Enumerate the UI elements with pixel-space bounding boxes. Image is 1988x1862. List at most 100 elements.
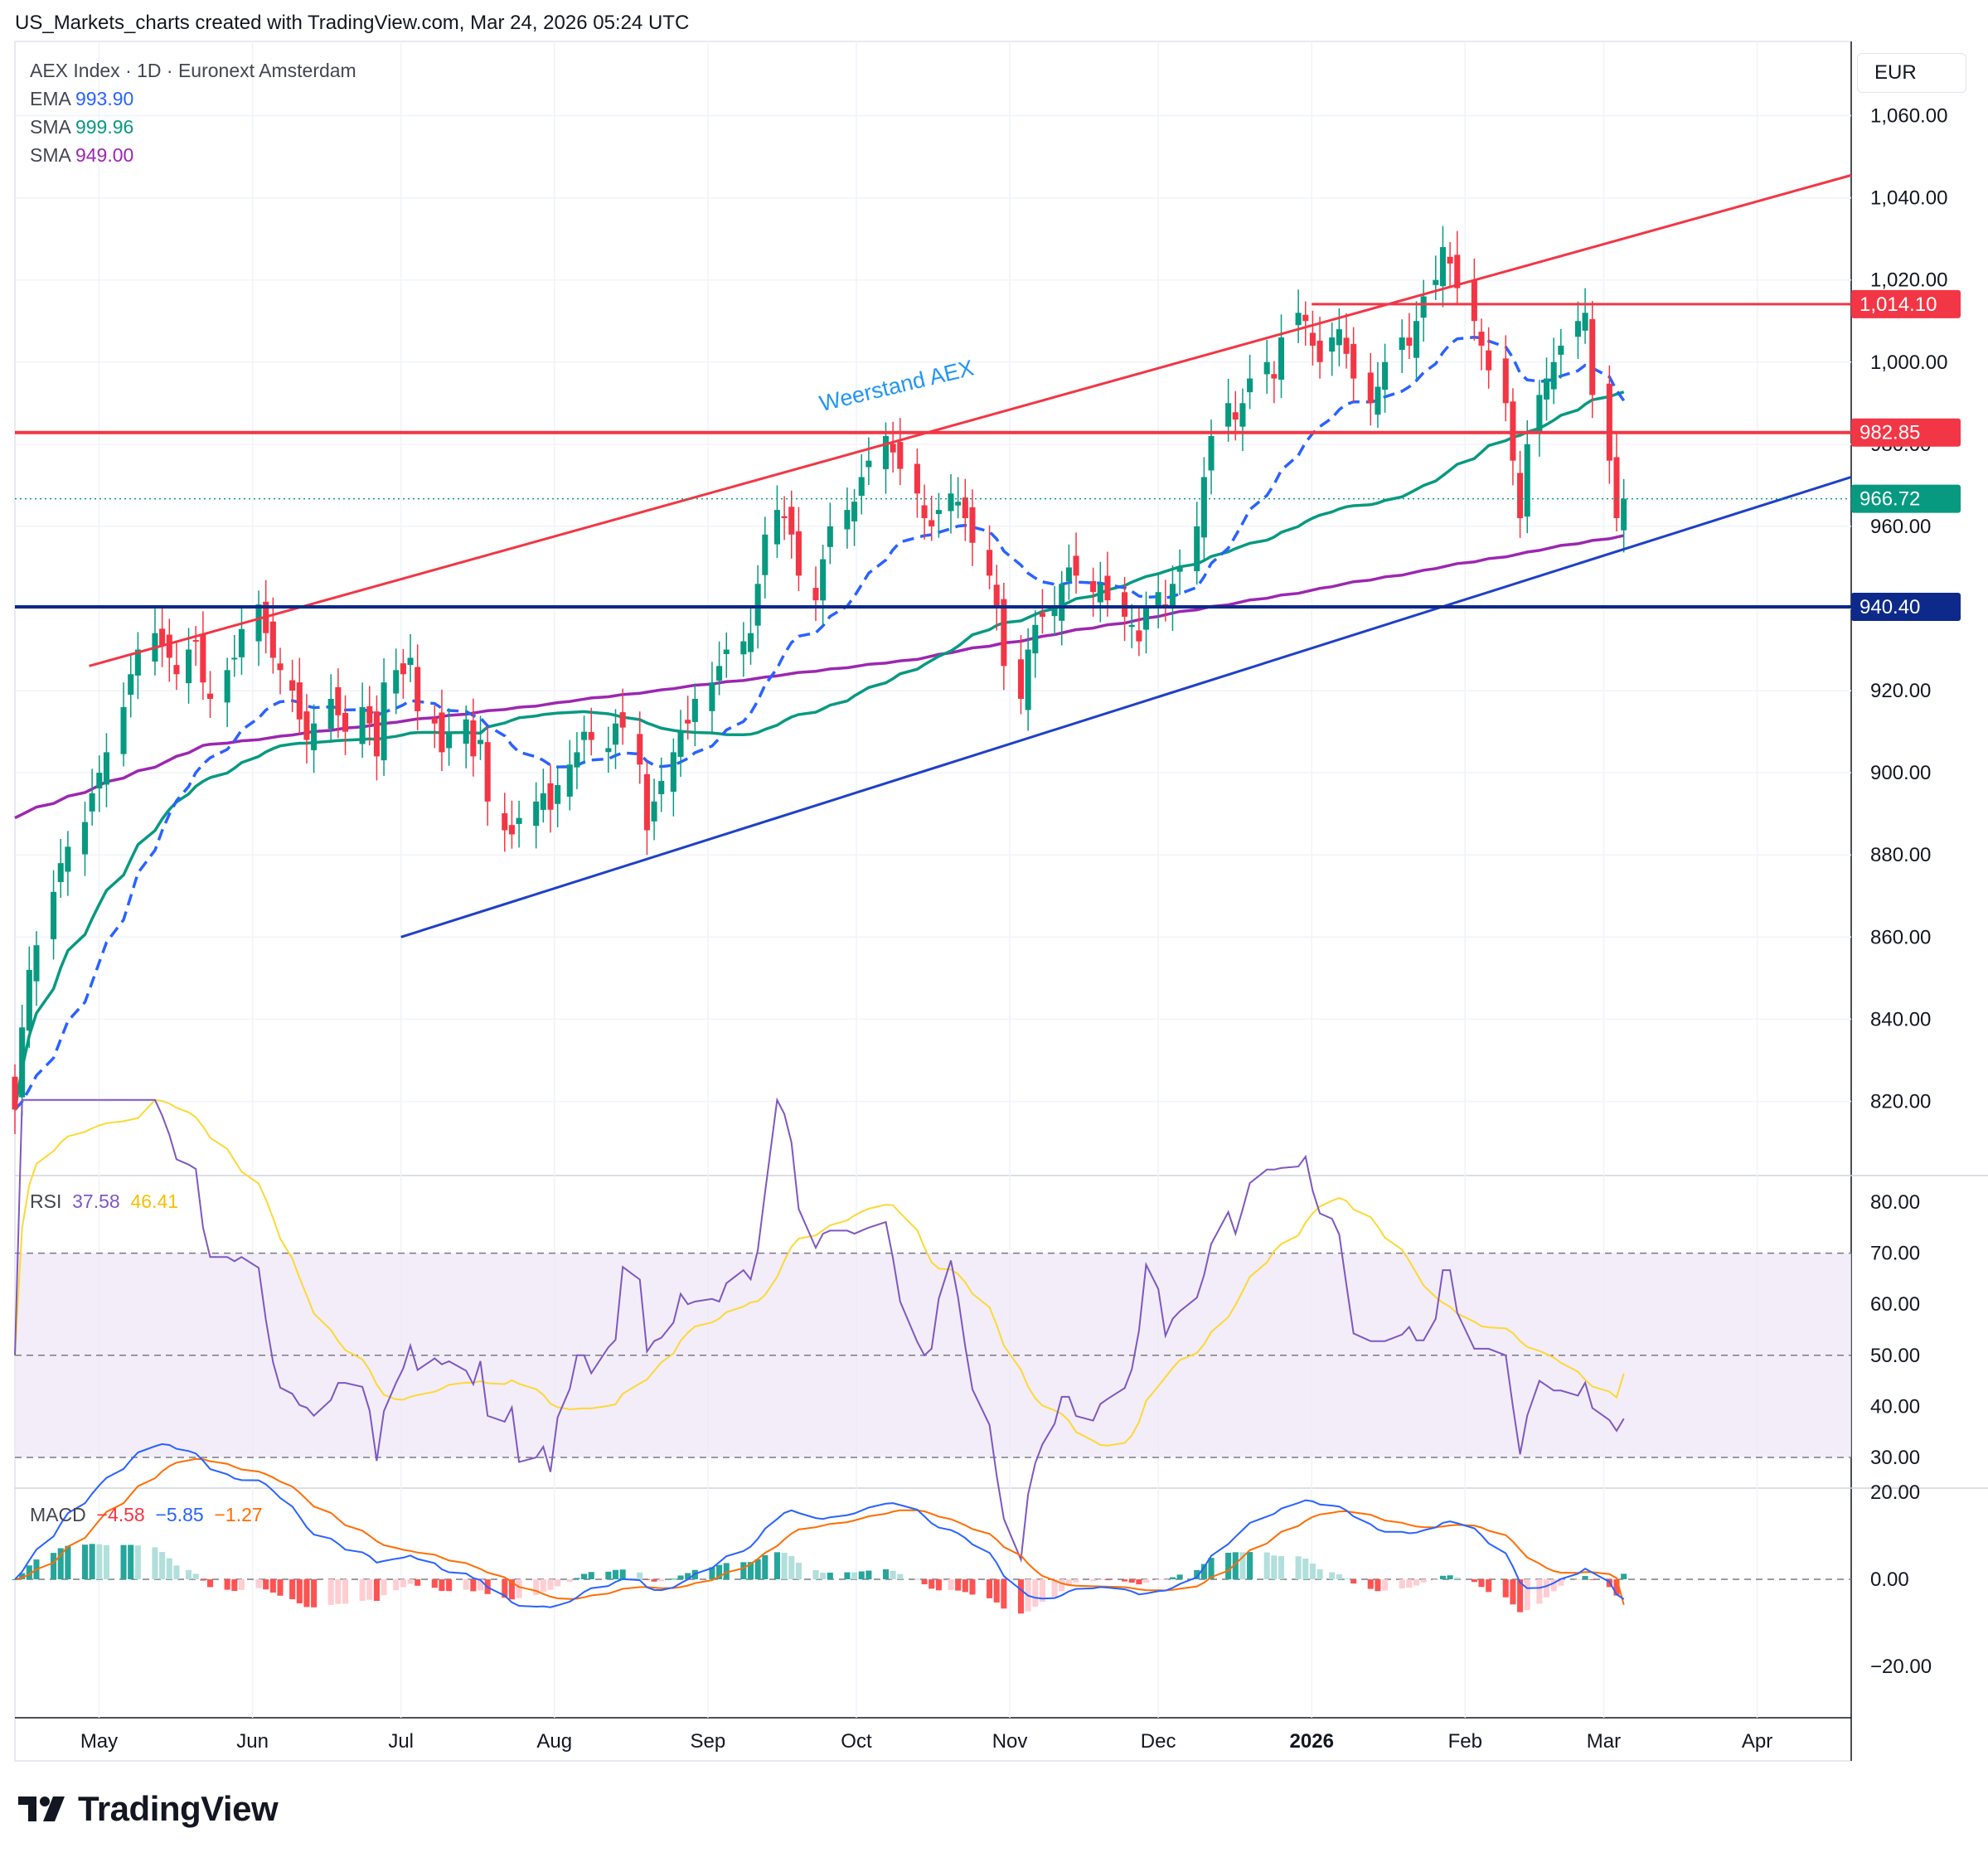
macd-histogram-bar xyxy=(134,1545,141,1579)
candle xyxy=(858,453,865,515)
macd-histogram-bar xyxy=(477,1579,484,1591)
candle xyxy=(1502,335,1509,422)
macd-histogram-bar xyxy=(186,1569,192,1579)
macd-histogram-bar xyxy=(709,1567,715,1579)
macd-histogram-bar xyxy=(1232,1552,1239,1579)
macd-histogram-bar xyxy=(1032,1579,1039,1607)
candle xyxy=(277,647,284,695)
weerstand-annotation: Weerstand AEX xyxy=(817,355,977,416)
macd-histogram-bar xyxy=(1097,1579,1103,1580)
macd-histogram-bar xyxy=(1329,1572,1336,1579)
macd-histogram-bar xyxy=(1543,1579,1550,1598)
macd-histogram-bar xyxy=(637,1572,643,1579)
candle xyxy=(987,525,993,589)
time-tick-label: Apr xyxy=(1742,1730,1772,1753)
macd-histogram-bar xyxy=(1309,1564,1316,1579)
candle xyxy=(1574,301,1581,360)
macd-histogram-bar xyxy=(1420,1579,1427,1583)
candle xyxy=(1447,241,1453,289)
candle xyxy=(781,496,788,541)
time-tick-label: May xyxy=(80,1730,118,1753)
candle xyxy=(1039,589,1045,634)
candle xyxy=(588,707,594,756)
sma200-legend: SMA 949.00 xyxy=(30,144,134,166)
candle xyxy=(1309,310,1316,366)
tradingview-logo[interactable]: TradingView xyxy=(18,1789,279,1829)
candle xyxy=(1155,572,1161,628)
sma200-line xyxy=(14,534,1625,820)
macd-tick-label: 0.00 xyxy=(1870,1569,1909,1591)
macd-histogram-bar xyxy=(1367,1579,1374,1589)
macd-histogram-bar xyxy=(1065,1579,1072,1586)
macd-histogram-bar xyxy=(866,1570,872,1579)
macd-histogram-bar xyxy=(882,1569,890,1579)
macd-histogram-bar xyxy=(1343,1578,1350,1579)
macd-histogram-bar xyxy=(289,1579,296,1600)
macd-histogram-bar xyxy=(381,1579,387,1596)
macd-histogram-bar xyxy=(446,1579,453,1592)
candle xyxy=(1194,502,1200,585)
macd-histogram-bar xyxy=(581,1573,588,1579)
candle xyxy=(173,641,180,691)
macd-tick-label: 20.00 xyxy=(1870,1481,1920,1504)
candle xyxy=(120,682,127,767)
candle xyxy=(431,706,438,749)
macd-histogram-bar xyxy=(1136,1579,1142,1585)
macd-histogram-bar xyxy=(1399,1579,1405,1589)
candle xyxy=(516,800,522,848)
macd-histogram-bar xyxy=(1142,1579,1150,1583)
candle xyxy=(463,706,469,769)
macd-histogram-bar xyxy=(1471,1579,1477,1583)
macd-histogram-bar xyxy=(407,1579,414,1584)
candle xyxy=(851,488,858,546)
candle xyxy=(128,655,134,718)
macd-histogram-bar xyxy=(26,1565,32,1579)
candle xyxy=(269,597,276,674)
macd-histogram-bar xyxy=(844,1572,851,1579)
candle xyxy=(12,1064,18,1135)
price-tick-label: 1,040.00 xyxy=(1870,187,1947,210)
macd-histogram-bar xyxy=(173,1565,180,1579)
macd-histogram-bar xyxy=(547,1579,554,1590)
macd-histogram-bar xyxy=(516,1579,522,1598)
candle xyxy=(1606,365,1612,484)
macd-histogram-bar xyxy=(812,1569,819,1579)
macd-histogram-bar xyxy=(858,1571,865,1579)
macd-histogram-bar xyxy=(415,1579,421,1586)
candle xyxy=(723,632,730,678)
candle xyxy=(1073,532,1079,594)
macd-histogram-bar xyxy=(1524,1579,1530,1611)
macd-histogram-bar xyxy=(1001,1579,1007,1609)
macd-histogram-bar xyxy=(1382,1579,1389,1591)
candle xyxy=(1278,314,1285,399)
candle xyxy=(866,437,872,486)
candle xyxy=(566,739,573,811)
macd-histogram-bar xyxy=(1433,1579,1439,1580)
macd-histogram-bar xyxy=(1316,1569,1323,1579)
macd-histogram-bar xyxy=(231,1579,238,1592)
time-tick-label: Feb xyxy=(1448,1730,1482,1753)
rsi-ma-line xyxy=(14,1098,1625,1447)
candle xyxy=(1406,313,1413,360)
candle xyxy=(1343,313,1350,369)
candle xyxy=(33,931,40,1006)
macd-histogram-bar xyxy=(1194,1569,1200,1579)
macd-histogram-bar xyxy=(955,1579,962,1591)
candle xyxy=(446,708,453,766)
macd-histogram-bar xyxy=(51,1553,57,1579)
candle xyxy=(508,800,515,849)
candle xyxy=(1517,450,1524,538)
macd-histogram-bar xyxy=(1613,1579,1620,1596)
macd-histogram-bar xyxy=(12,1579,18,1580)
price-label-bg xyxy=(1851,484,1961,513)
candle xyxy=(929,495,935,541)
candle xyxy=(1399,319,1405,374)
currency-selector[interactable]: EUR xyxy=(1857,53,1966,93)
macd-histogram-bar xyxy=(1247,1552,1253,1579)
candle xyxy=(540,769,546,823)
macd-histogram-bar xyxy=(555,1579,561,1587)
candle xyxy=(1032,610,1039,678)
macd-histogram-bar xyxy=(533,1579,540,1596)
candle xyxy=(1550,337,1557,405)
